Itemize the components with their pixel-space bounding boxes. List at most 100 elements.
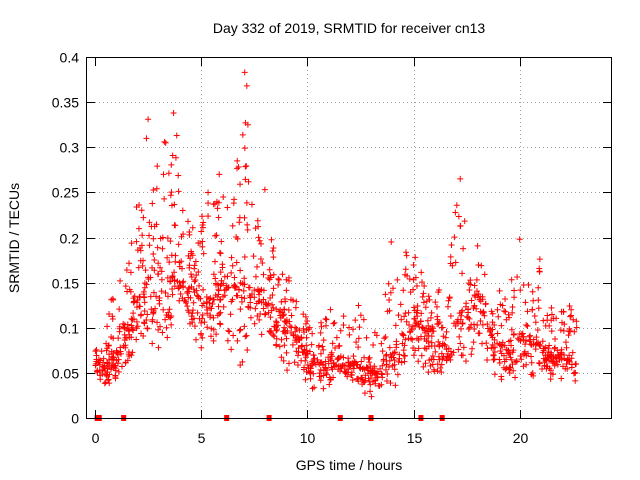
data-point bbox=[268, 236, 275, 243]
data-point bbox=[500, 364, 507, 371]
data-point bbox=[436, 343, 443, 350]
data-point bbox=[523, 361, 530, 368]
data-point bbox=[453, 202, 460, 209]
data-point bbox=[331, 319, 338, 326]
data-point bbox=[215, 286, 222, 293]
data-point bbox=[385, 280, 392, 287]
data-point bbox=[568, 312, 575, 319]
data-point bbox=[198, 331, 205, 338]
data-point bbox=[251, 320, 258, 327]
data-point bbox=[164, 293, 171, 300]
data-point bbox=[524, 308, 531, 315]
data-point bbox=[116, 306, 123, 313]
data-point bbox=[109, 316, 116, 323]
data-point bbox=[457, 325, 464, 332]
data-point bbox=[189, 316, 196, 323]
data-point bbox=[418, 310, 425, 317]
data-point bbox=[247, 314, 254, 321]
data-point bbox=[128, 240, 135, 247]
data-point bbox=[218, 281, 225, 288]
data-point bbox=[287, 323, 294, 330]
data-point bbox=[276, 276, 283, 283]
data-point bbox=[217, 309, 224, 316]
data-point bbox=[105, 342, 112, 349]
data-point bbox=[420, 299, 427, 306]
data-point bbox=[423, 345, 430, 352]
data-point bbox=[257, 256, 264, 263]
data-point bbox=[167, 278, 174, 285]
data-point bbox=[172, 154, 179, 161]
data-point bbox=[447, 356, 454, 363]
data-point bbox=[115, 335, 122, 342]
data-point bbox=[527, 332, 534, 339]
data-point bbox=[159, 329, 166, 336]
data-point bbox=[214, 205, 221, 212]
data-point bbox=[192, 276, 199, 283]
data-point bbox=[466, 315, 473, 322]
data-point bbox=[566, 328, 573, 335]
data-point bbox=[563, 361, 570, 368]
data-point bbox=[309, 358, 316, 365]
data-point bbox=[533, 334, 540, 341]
data-point bbox=[216, 296, 223, 303]
data-point bbox=[177, 291, 184, 298]
data-point bbox=[270, 244, 277, 251]
data-point bbox=[373, 332, 380, 339]
data-point bbox=[229, 262, 236, 269]
y-tick-label: 0.3 bbox=[60, 140, 80, 156]
data-point bbox=[388, 239, 395, 246]
data-point bbox=[569, 349, 576, 356]
data-point bbox=[425, 328, 432, 335]
data-point bbox=[237, 279, 244, 286]
data-point bbox=[571, 369, 578, 376]
data-point bbox=[484, 321, 491, 328]
data-point bbox=[274, 322, 281, 329]
data-point bbox=[418, 352, 425, 359]
data-point bbox=[499, 302, 506, 309]
data-point bbox=[160, 306, 167, 313]
data-point bbox=[459, 307, 466, 314]
data-point bbox=[488, 331, 495, 338]
data-point bbox=[382, 334, 389, 341]
data-point bbox=[239, 131, 246, 138]
data-point bbox=[306, 369, 313, 376]
data-point bbox=[367, 388, 374, 395]
data-point bbox=[435, 338, 442, 345]
data-point bbox=[348, 372, 355, 379]
data-point bbox=[204, 310, 211, 317]
data-point bbox=[173, 132, 180, 139]
data-point bbox=[377, 365, 384, 372]
data-point bbox=[468, 297, 475, 304]
data-point bbox=[507, 354, 514, 361]
data-point bbox=[167, 192, 174, 199]
data-point bbox=[130, 316, 137, 323]
data-point bbox=[164, 254, 171, 261]
data-point bbox=[570, 370, 577, 377]
data-point bbox=[535, 284, 542, 291]
data-point bbox=[189, 252, 196, 259]
data-point bbox=[281, 324, 288, 331]
data-point bbox=[212, 292, 219, 299]
data-point bbox=[242, 333, 249, 340]
data-point bbox=[169, 291, 176, 298]
data-point bbox=[167, 238, 174, 245]
data-point bbox=[544, 354, 551, 361]
data-point bbox=[505, 366, 512, 373]
data-point bbox=[231, 274, 238, 281]
data-point bbox=[237, 326, 244, 333]
data-point bbox=[294, 352, 301, 359]
data-point bbox=[195, 295, 202, 302]
data-point bbox=[185, 285, 192, 292]
data-point bbox=[548, 304, 555, 311]
data-point bbox=[199, 238, 206, 245]
data-point bbox=[267, 274, 274, 281]
data-point bbox=[548, 328, 555, 335]
data-point bbox=[367, 374, 374, 381]
data-point bbox=[191, 323, 198, 330]
data-point bbox=[372, 371, 379, 378]
data-point bbox=[363, 364, 370, 371]
data-point bbox=[427, 314, 434, 321]
data-point bbox=[381, 335, 388, 342]
data-point bbox=[161, 195, 168, 202]
